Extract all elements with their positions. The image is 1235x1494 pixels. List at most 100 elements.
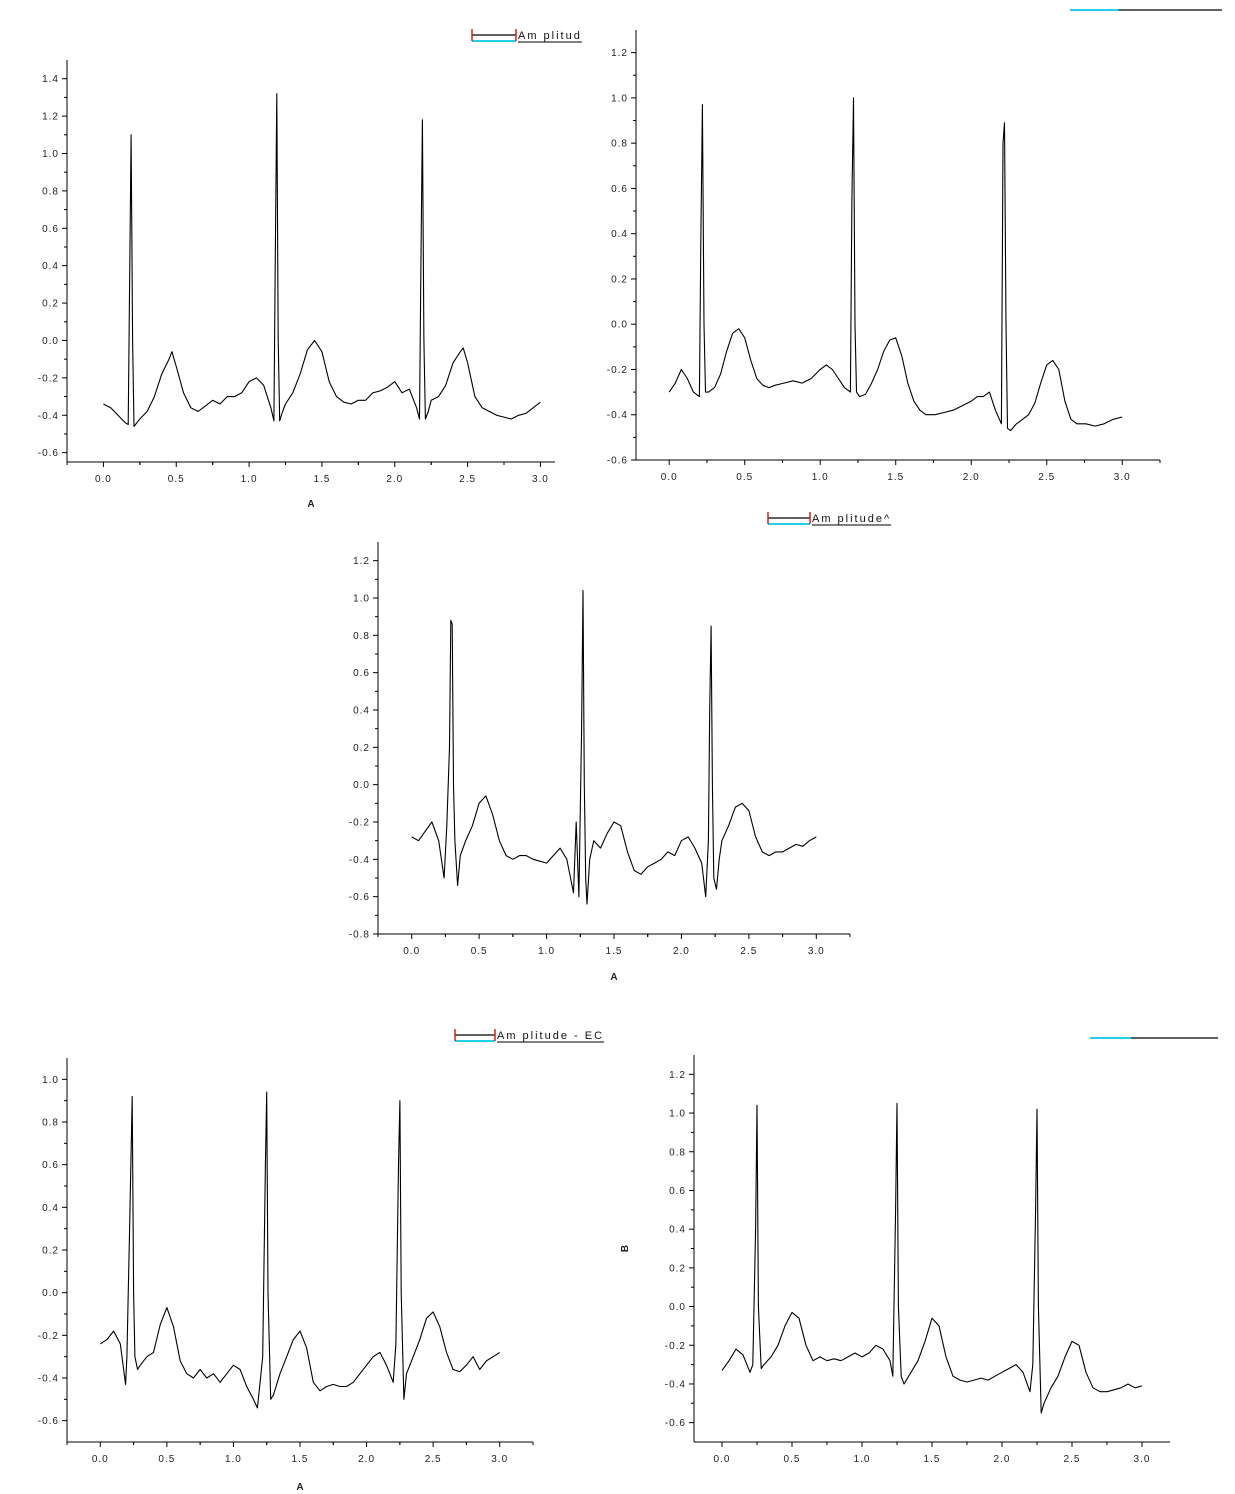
y-tick-label: 0.6 xyxy=(611,184,628,195)
y-tick-label: 1.0 xyxy=(353,594,370,605)
x-axis-title: A xyxy=(296,1482,303,1493)
series-line xyxy=(411,589,817,905)
y-tick-label: 0.8 xyxy=(353,631,370,642)
legend: Am plitud xyxy=(471,29,582,43)
y-tick-label: 0.6 xyxy=(42,1160,59,1171)
x-tick-label: 3.0 xyxy=(1134,1454,1151,1465)
legend-label: Am plitud xyxy=(518,30,582,42)
y-tick-label: 0.0 xyxy=(669,1302,686,1313)
y-tick-label: 1.2 xyxy=(611,48,628,59)
x-tick-label: 3.0 xyxy=(491,1454,508,1465)
x-tick-label: 3.0 xyxy=(808,946,825,957)
x-tick-label: 1.0 xyxy=(812,472,829,483)
y-tick-label: 0.2 xyxy=(42,299,59,310)
y-tick-label: -0.4 xyxy=(665,1379,686,1390)
y-tick-label: 1.0 xyxy=(611,93,628,104)
x-tick-label: 2.5 xyxy=(459,474,476,485)
y-tick-label: 0.4 xyxy=(669,1225,686,1236)
y-tick-label: 0.6 xyxy=(353,668,370,679)
x-tick-label: 2.0 xyxy=(358,1454,375,1465)
x-tick-label: 0.0 xyxy=(714,1454,731,1465)
y-tick-label: 1.4 xyxy=(42,74,59,85)
y-tick-label: 1.0 xyxy=(42,1075,59,1086)
x-tick-label: 0.5 xyxy=(471,946,488,957)
x-tick-label: 2.0 xyxy=(963,472,980,483)
y-tick-label: 0.0 xyxy=(353,780,370,791)
y-tick-label: 1.2 xyxy=(669,1070,686,1081)
x-tick-label: 2.5 xyxy=(740,946,757,957)
x-tick-label: 0.5 xyxy=(168,474,185,485)
y-tick-label: 0.2 xyxy=(353,743,370,754)
x-tick-label: 2.5 xyxy=(1038,472,1055,483)
y-tick-label: 0.2 xyxy=(42,1246,59,1257)
x-tick-label: 0.5 xyxy=(158,1454,175,1465)
series-line xyxy=(103,93,541,428)
x-tick-label: 1.5 xyxy=(606,946,623,957)
y-tick-label: 0.4 xyxy=(42,1203,59,1214)
x-tick-label: 0.0 xyxy=(403,946,420,957)
y-tick-label: -0.4 xyxy=(349,855,370,866)
y-tick-label: 0.6 xyxy=(669,1186,686,1197)
x-tick-label: 0.5 xyxy=(736,472,753,483)
x-tick-label: 1.5 xyxy=(924,1454,941,1465)
x-tick-label: 1.0 xyxy=(854,1454,871,1465)
x-tick-label: 0.0 xyxy=(95,474,112,485)
x-tick-label: 0.0 xyxy=(92,1454,109,1465)
y-tick-label: 0.0 xyxy=(42,336,59,347)
x-tick-label: 2.5 xyxy=(1064,1454,1081,1465)
y-axis-title: B xyxy=(620,1245,631,1252)
x-tick-label: 0.0 xyxy=(661,472,678,483)
y-tick-label: 0.6 xyxy=(42,224,59,235)
legend-label: Am plitude - EC xyxy=(497,1030,604,1042)
y-tick-label: 0.4 xyxy=(611,229,628,240)
y-tick-label: 0.4 xyxy=(353,706,370,717)
y-tick-label: 0.4 xyxy=(42,261,59,272)
y-tick-label: 0.8 xyxy=(42,1118,59,1129)
series-line xyxy=(668,97,1123,432)
y-tick-label: -0.2 xyxy=(349,818,370,829)
y-tick-label: 0.0 xyxy=(42,1288,59,1299)
x-tick-label: 1.5 xyxy=(313,474,330,485)
y-tick-label: 0.2 xyxy=(611,274,628,285)
x-tick-label: 1.0 xyxy=(538,946,555,957)
y-tick-label: -0.2 xyxy=(38,1331,59,1342)
series-line xyxy=(721,1102,1143,1414)
x-axis-title: A xyxy=(610,972,617,983)
y-tick-label: 0.8 xyxy=(42,186,59,197)
x-tick-label: 3.0 xyxy=(1114,472,1131,483)
y-tick-label: 0.2 xyxy=(669,1263,686,1274)
y-tick-label: -0.4 xyxy=(38,411,59,422)
chart-panel-middle: -0.8 -0.6 -0.4 -0.2 0.0 0.2 0.4 0.6 0.8 1.0 1.2 0.0… xyxy=(349,512,892,983)
y-tick-label: -0.6 xyxy=(349,892,370,903)
x-tick-label: 1.5 xyxy=(887,472,904,483)
y-tick-label: -0.6 xyxy=(38,1416,59,1427)
x-tick-label: 2.0 xyxy=(994,1454,1011,1465)
x-tick-label: 2.0 xyxy=(386,474,403,485)
y-tick-label: 0.0 xyxy=(611,320,628,331)
x-tick-label: 1.0 xyxy=(225,1454,242,1465)
x-tick-label: 3.0 xyxy=(532,474,549,485)
chart-panel-top-left: -0.6 -0.4 -0.2 0.0 0.2 0.4 0.6 0.8 1.0 1.2 1.4 0.0 0… xyxy=(38,29,582,510)
x-tick-label: 1.0 xyxy=(241,474,258,485)
x-tick-label: 2.0 xyxy=(673,946,690,957)
y-tick-label: -0.4 xyxy=(607,410,628,421)
x-tick-label: 0.5 xyxy=(784,1454,801,1465)
chart-panel-bottom-left: -0.6 -0.4 -0.2 0.0 0.2 0.4 0.6 0.8 1.0 0.0 0.5 1.0 1… xyxy=(38,1029,605,1493)
legend-label: Am plitude^ xyxy=(812,513,891,525)
y-tick-label: 1.2 xyxy=(353,556,370,567)
x-tick-label: 2.5 xyxy=(425,1454,442,1465)
y-tick-label: 0.8 xyxy=(669,1147,686,1158)
y-tick-label: 1.0 xyxy=(42,149,59,160)
x-axis-title: A xyxy=(307,499,314,510)
y-tick-label: 1.0 xyxy=(669,1109,686,1120)
y-tick-label: -0.2 xyxy=(607,365,628,376)
y-tick-label: -0.2 xyxy=(38,373,59,384)
legend: Am plitude^ xyxy=(767,512,892,526)
y-tick-label: -0.2 xyxy=(665,1341,686,1352)
y-tick-label: -0.6 xyxy=(665,1418,686,1429)
y-tick-label: 0.8 xyxy=(611,139,628,150)
chart-panel-bottom-right: -0.6 -0.4 -0.2 0.0 0.2 0.4 0.6 0.8 1.0 1.2 0.0 0.5 1… xyxy=(620,1037,1218,1465)
y-tick-label: -0.6 xyxy=(607,456,628,467)
y-tick-label: -0.4 xyxy=(38,1374,59,1385)
